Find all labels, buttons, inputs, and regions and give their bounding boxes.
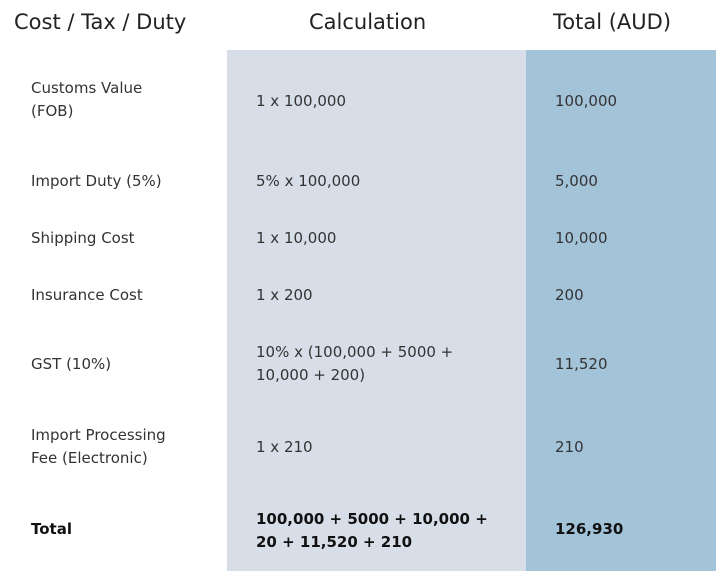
row-import-processing-calc: 1 x 210	[256, 438, 313, 456]
header-total: Total (AUD)	[553, 10, 672, 34]
row-gst-total: 11,520	[555, 355, 608, 373]
calculation-column-background	[227, 50, 526, 571]
item-line-1: Customs Value	[31, 79, 143, 97]
row-insurance-cost-total: 200	[555, 286, 584, 304]
row-import-processing-total: 210	[555, 438, 584, 456]
total-column-background	[526, 50, 716, 571]
row-gst-calc: 10% x (100,000 + 5000 + 10,000 + 200)	[256, 341, 518, 387]
item-line-2: (FOB)	[31, 102, 74, 120]
calc-line-2: 10,000 + 200)	[256, 366, 366, 384]
total-row-value: 126,930	[555, 520, 624, 538]
item-line-1: Import Processing	[31, 426, 166, 444]
row-import-duty-total: 5,000	[555, 172, 598, 190]
row-import-processing-item: Import Processing Fee (Electronic)	[31, 424, 221, 470]
total-row-label: Total	[31, 520, 72, 538]
calc-line-1: 10% x (100,000 + 5000 +	[256, 343, 454, 361]
total-row-calc: 100,000 + 5000 + 10,000 + 20 + 11,520 + …	[256, 508, 518, 554]
header-calculation: Calculation	[309, 10, 427, 34]
row-import-duty-item: Import Duty (5%)	[31, 172, 162, 190]
calc-line-1: 100,000 + 5000 + 10,000 +	[256, 510, 488, 528]
row-import-duty-calc: 5% x 100,000	[256, 172, 361, 190]
header-item: Cost / Tax / Duty	[14, 10, 187, 34]
item-line-2: Fee (Electronic)	[31, 449, 148, 467]
calc-line-2: 20 + 11,520 + 210	[256, 533, 413, 551]
row-customs-value-total: 100,000	[555, 92, 618, 110]
row-shipping-cost-calc: 1 x 10,000	[256, 229, 337, 247]
row-gst-item: GST (10%)	[31, 355, 112, 373]
row-shipping-cost-total: 10,000	[555, 229, 608, 247]
row-insurance-cost-item: Insurance Cost	[31, 286, 143, 304]
row-insurance-cost-calc: 1 x 200	[256, 286, 313, 304]
row-customs-value-item: Customs Value (FOB)	[31, 77, 221, 123]
row-shipping-cost-item: Shipping Cost	[31, 229, 135, 247]
row-customs-value-calc: 1 x 100,000	[256, 92, 346, 110]
